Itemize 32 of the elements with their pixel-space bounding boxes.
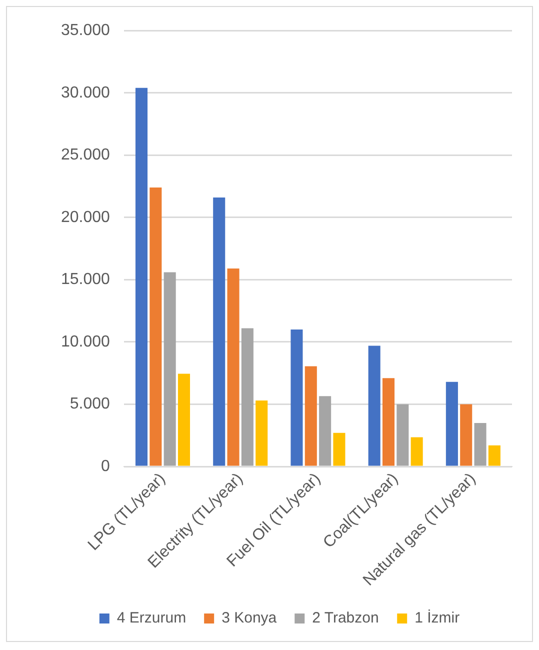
bar <box>333 432 346 466</box>
y-tick-label: 10.000 <box>61 333 110 350</box>
legend-label: 2 Trabzon <box>312 610 379 627</box>
bar <box>460 404 472 466</box>
bar <box>135 88 148 466</box>
bar <box>304 366 317 466</box>
y-tick-label: 35.000 <box>61 22 110 40</box>
bar <box>368 346 380 466</box>
bar <box>150 188 162 466</box>
bar <box>178 374 190 466</box>
bar <box>410 437 423 466</box>
legend-label: 1 İzmir <box>414 608 460 627</box>
bar <box>319 396 332 466</box>
y-tick-label: 25.000 <box>61 146 110 164</box>
bar <box>227 268 240 466</box>
legend-label: 3 Konya <box>222 610 278 627</box>
bar <box>213 198 226 466</box>
bar <box>446 382 458 466</box>
y-tick-label: 20.000 <box>61 208 110 226</box>
y-tick-label: 5.000 <box>70 396 110 413</box>
bar <box>488 445 500 466</box>
bar <box>474 422 486 466</box>
legend-label: 4 Erzurum <box>116 610 186 627</box>
bar <box>256 400 268 466</box>
bar <box>396 404 409 466</box>
bar <box>382 378 395 466</box>
y-tick-label: 30.000 <box>61 84 110 102</box>
bar <box>290 330 303 466</box>
bar <box>241 328 254 466</box>
bar <box>164 272 176 466</box>
y-tick-label: 0 <box>101 458 110 475</box>
y-tick-label: 15.000 <box>61 271 110 288</box>
